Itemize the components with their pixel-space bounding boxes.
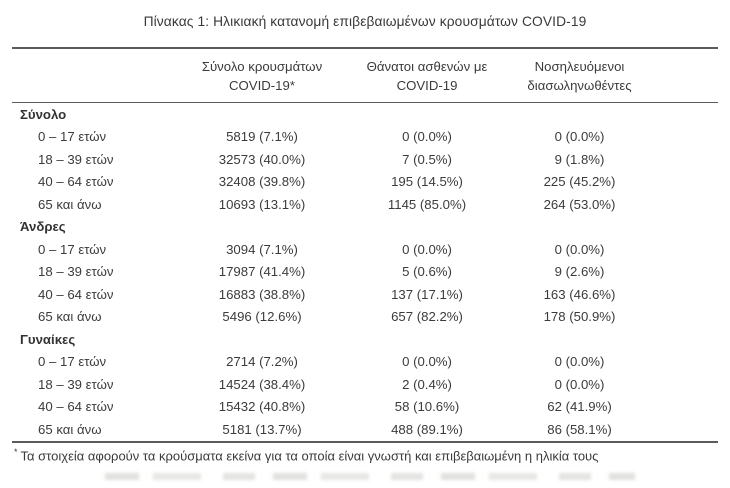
- age-label: 65 και άνω: [38, 421, 102, 437]
- intubated-value: 178 (50.9%): [543, 309, 616, 325]
- age-label: 65 και άνω: [38, 309, 102, 325]
- section-row-men: Άνδρες: [12, 216, 718, 239]
- intubated-value: 0 (0.0%): [554, 241, 605, 257]
- age-label: 0 – 17 ετών: [38, 241, 107, 257]
- deaths-value: 0 (0.0%): [402, 241, 452, 257]
- intubated-value: 264 (53.0%): [543, 196, 616, 212]
- header-total-cases: Σύνολο κρουσμάτων COVID-19*: [177, 48, 347, 103]
- intubated-value: 0 (0.0%): [554, 354, 605, 370]
- header-intubated-line2: διασωληνωθέντες: [527, 78, 632, 93]
- intubated-value: 62 (41.9%): [547, 399, 612, 415]
- page-bleedthrough-artifact: [105, 472, 635, 480]
- deaths-value: 1145 (85.0%): [387, 196, 467, 212]
- header-filler: [652, 48, 718, 103]
- intubated-value: 0 (0.0%): [554, 129, 605, 145]
- table-row: 65 και άνω 5181 (13.7%) 488 (89.1%) 86 (…: [12, 418, 718, 442]
- cases-value: 32573 (40.0%): [218, 151, 306, 167]
- footnote-asterisk: *: [14, 446, 18, 457]
- table-row: 18 – 39 ετών 17987 (41.4%) 5 (0.6%) 9 (2…: [12, 261, 718, 284]
- table-row: 18 – 39 ετών 32573 (40.0%) 7 (0.5%) 9 (1…: [12, 148, 718, 171]
- header-total-cases-line2: COVID-19*: [229, 78, 295, 93]
- cases-value: 5496 (12.6%): [222, 309, 302, 325]
- table-footnote: * Τα στοιχεία αφορούν τα κρούσματα εκείνα…: [14, 443, 730, 463]
- header-deaths: Θάνατοι ασθενών με COVID-19: [347, 48, 507, 103]
- cases-value: 16883 (38.8%): [218, 286, 306, 302]
- table-row: 65 και άνω 10693 (13.1%) 1145 (85.0%) 26…: [12, 193, 718, 216]
- section-row-total: Σύνολο: [12, 103, 718, 126]
- cases-value: 14524 (38.4%): [218, 376, 306, 392]
- cases-value: 5181 (13.7%): [222, 421, 302, 437]
- table-row: 0 – 17 ετών 3094 (7.1%) 0 (0.0%) 0 (0.0%…: [12, 238, 718, 261]
- deaths-value: 2 (0.4%): [402, 376, 452, 392]
- header-intubated: Νοσηλευόμενοι διασωληνωθέντες: [507, 48, 652, 103]
- intubated-value: 0 (0.0%): [554, 376, 605, 392]
- cases-value: 2714 (7.2%): [226, 354, 298, 370]
- deaths-value: 137 (17.1%): [391, 286, 463, 302]
- intubated-value: 163 (46.6%): [543, 286, 616, 302]
- header-total-cases-line1: Σύνολο κρουσμάτων: [201, 59, 323, 74]
- footnote-text: Τα στοιχεία αφορούν τα κρούσματα εκείνα …: [20, 447, 599, 463]
- intubated-value: 9 (1.8%): [554, 151, 605, 167]
- cases-value: 17987 (41.4%): [218, 264, 306, 280]
- age-label: 40 – 64 ετών: [38, 174, 114, 190]
- deaths-value: 7 (0.5%): [402, 151, 452, 167]
- cases-value: 3094 (7.1%): [226, 241, 298, 257]
- section-label: Άνδρες: [20, 219, 66, 235]
- section-row-women: Γυναίκες: [12, 328, 718, 351]
- section-label: Σύνολο: [20, 106, 67, 122]
- header-deaths-line1: Θάνατοι ασθενών με: [366, 59, 488, 74]
- deaths-value: 657 (82.2%): [391, 309, 463, 325]
- header-deaths-line2: COVID-19: [396, 78, 458, 93]
- cases-value: 5819 (7.1%): [226, 129, 298, 145]
- deaths-value: 0 (0.0%): [402, 129, 452, 145]
- deaths-value: 195 (14.5%): [391, 174, 463, 190]
- header-intubated-line1: Νοσηλευόμενοι: [534, 59, 625, 74]
- age-label: 18 – 39 ετών: [38, 151, 114, 167]
- table-row: 40 – 64 ετών 32408 (39.8%) 195 (14.5%) 2…: [12, 171, 718, 194]
- header-row: Σύνολο κρουσμάτων COVID-19* Θάνατοι ασθε…: [12, 48, 718, 103]
- intubated-value: 9 (2.6%): [554, 264, 605, 280]
- table-row: 0 – 17 ετών 5819 (7.1%) 0 (0.0%) 0 (0.0%…: [12, 126, 718, 149]
- table-row: 18 – 39 ετών 14524 (38.4%) 2 (0.4%) 0 (0…: [12, 373, 718, 396]
- deaths-value: 58 (10.6%): [394, 399, 460, 415]
- deaths-value: 0 (0.0%): [402, 354, 452, 370]
- covid-age-distribution-table: Σύνολο κρουσμάτων COVID-19* Θάνατοι ασθε…: [12, 47, 718, 443]
- age-label: 18 – 39 ετών: [38, 264, 114, 280]
- cases-value: 15432 (40.8%): [218, 399, 306, 415]
- table-row: 65 και άνω 5496 (12.6%) 657 (82.2%) 178 …: [12, 306, 718, 329]
- age-label: 18 – 39 ετών: [38, 376, 114, 392]
- header-empty: [12, 48, 177, 103]
- age-label: 65 και άνω: [38, 196, 102, 212]
- intubated-value: 86 (58.1%): [547, 421, 612, 437]
- section-label: Γυναίκες: [20, 331, 76, 347]
- age-label: 0 – 17 ετών: [38, 129, 107, 145]
- table-row: 40 – 64 ετών 16883 (38.8%) 137 (17.1%) 1…: [12, 283, 718, 306]
- deaths-value: 488 (89.1%): [391, 421, 463, 437]
- age-label: 40 – 64 ετών: [38, 399, 114, 415]
- age-label: 0 – 17 ετών: [38, 354, 107, 370]
- cases-value: 32408 (39.8%): [218, 174, 306, 190]
- age-label: 40 – 64 ετών: [38, 286, 114, 302]
- deaths-value: 5 (0.6%): [402, 264, 452, 280]
- intubated-value: 225 (45.2%): [543, 174, 616, 190]
- table-row: 40 – 64 ετών 15432 (40.8%) 58 (10.6%) 62…: [12, 396, 718, 419]
- table-row: 0 – 17 ετών 2714 (7.2%) 0 (0.0%) 0 (0.0%…: [12, 351, 718, 374]
- table-title: Πίνακας 1: Ηλικιακή κατανομή επιβεβαιωμέ…: [143, 14, 587, 29]
- cases-value: 10693 (13.1%): [218, 196, 306, 212]
